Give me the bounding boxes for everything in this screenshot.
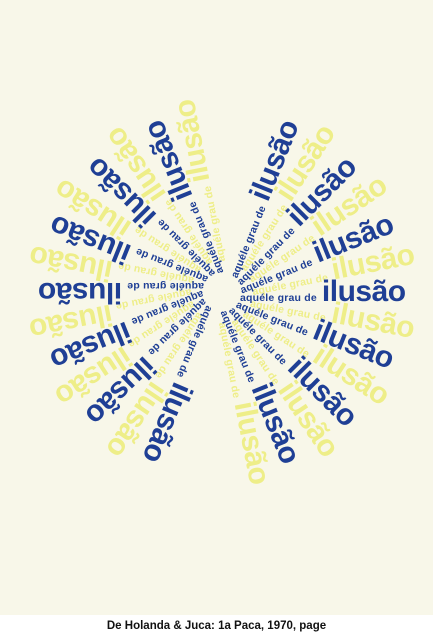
word-text: ilusão: [321, 275, 406, 308]
word-text: ilusão: [38, 276, 123, 309]
phrase-text: aquéle grau de: [240, 292, 317, 304]
page-caption: De Holanda & Juca: 1a Paca, 1970, page: [106, 620, 327, 632]
poster-page: aquéle grau deilusão aquéle grau deilusão…: [0, 0, 433, 615]
radial-poem: aquéle grau deilusão aquéle grau deilusão…: [27, 97, 418, 487]
poem-ray-blue: aquéle grau de ilusão: [240, 277, 406, 307]
